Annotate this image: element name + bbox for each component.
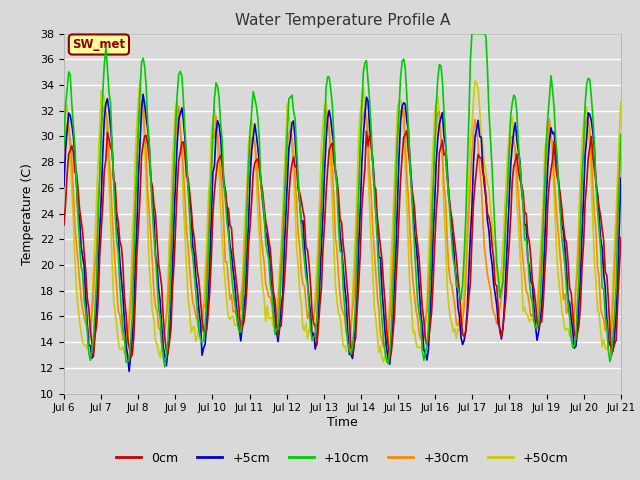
+10cm xyxy=(305,304,313,310)
0cm xyxy=(60,222,68,228)
+30cm xyxy=(246,153,254,158)
+50cm xyxy=(589,219,596,225)
Text: SW_met: SW_met xyxy=(72,38,125,51)
0cm xyxy=(244,242,252,248)
+30cm xyxy=(255,204,263,210)
0cm xyxy=(303,247,311,252)
X-axis label: Time: Time xyxy=(327,416,358,429)
0cm xyxy=(254,156,262,162)
0cm xyxy=(589,154,596,160)
Y-axis label: Temperature (C): Temperature (C) xyxy=(22,163,35,264)
+50cm xyxy=(305,327,313,333)
+10cm xyxy=(255,139,263,144)
+10cm xyxy=(589,114,596,120)
+50cm xyxy=(228,314,236,320)
+30cm xyxy=(589,181,596,187)
+10cm xyxy=(60,144,68,150)
+30cm xyxy=(380,344,387,349)
+5cm xyxy=(229,267,237,273)
+50cm xyxy=(246,125,254,131)
Line: +50cm: +50cm xyxy=(64,80,621,362)
0cm xyxy=(129,352,136,358)
Line: +5cm: +5cm xyxy=(64,94,621,372)
+30cm xyxy=(60,148,68,154)
+10cm xyxy=(129,313,136,319)
+10cm xyxy=(617,132,625,137)
+5cm xyxy=(589,130,596,135)
+10cm xyxy=(161,364,169,370)
+5cm xyxy=(257,179,265,184)
+30cm xyxy=(617,137,625,143)
+5cm xyxy=(130,313,138,319)
Title: Water Temperature Profile A: Water Temperature Profile A xyxy=(235,13,450,28)
+30cm xyxy=(305,309,313,315)
+30cm xyxy=(140,96,147,102)
+50cm xyxy=(60,127,68,133)
+10cm xyxy=(468,31,476,36)
+50cm xyxy=(255,232,263,238)
0cm xyxy=(226,222,234,228)
+5cm xyxy=(617,175,625,181)
+5cm xyxy=(60,183,68,189)
+5cm xyxy=(307,312,314,317)
Legend: 0cm, +5cm, +10cm, +30cm, +50cm: 0cm, +5cm, +10cm, +30cm, +50cm xyxy=(111,447,573,469)
+50cm xyxy=(129,237,136,242)
+50cm xyxy=(380,359,387,365)
Line: 0cm: 0cm xyxy=(64,131,621,359)
0cm xyxy=(386,356,394,361)
+50cm xyxy=(617,99,625,105)
0cm xyxy=(403,128,411,133)
+30cm xyxy=(228,292,236,298)
Line: +10cm: +10cm xyxy=(64,34,621,367)
+50cm xyxy=(136,77,144,83)
+10cm xyxy=(228,270,236,276)
0cm xyxy=(617,235,625,240)
+5cm xyxy=(140,91,147,97)
+5cm xyxy=(248,147,255,153)
+30cm xyxy=(129,273,136,278)
Line: +30cm: +30cm xyxy=(64,99,621,347)
+10cm xyxy=(246,130,254,136)
+5cm xyxy=(125,369,133,374)
